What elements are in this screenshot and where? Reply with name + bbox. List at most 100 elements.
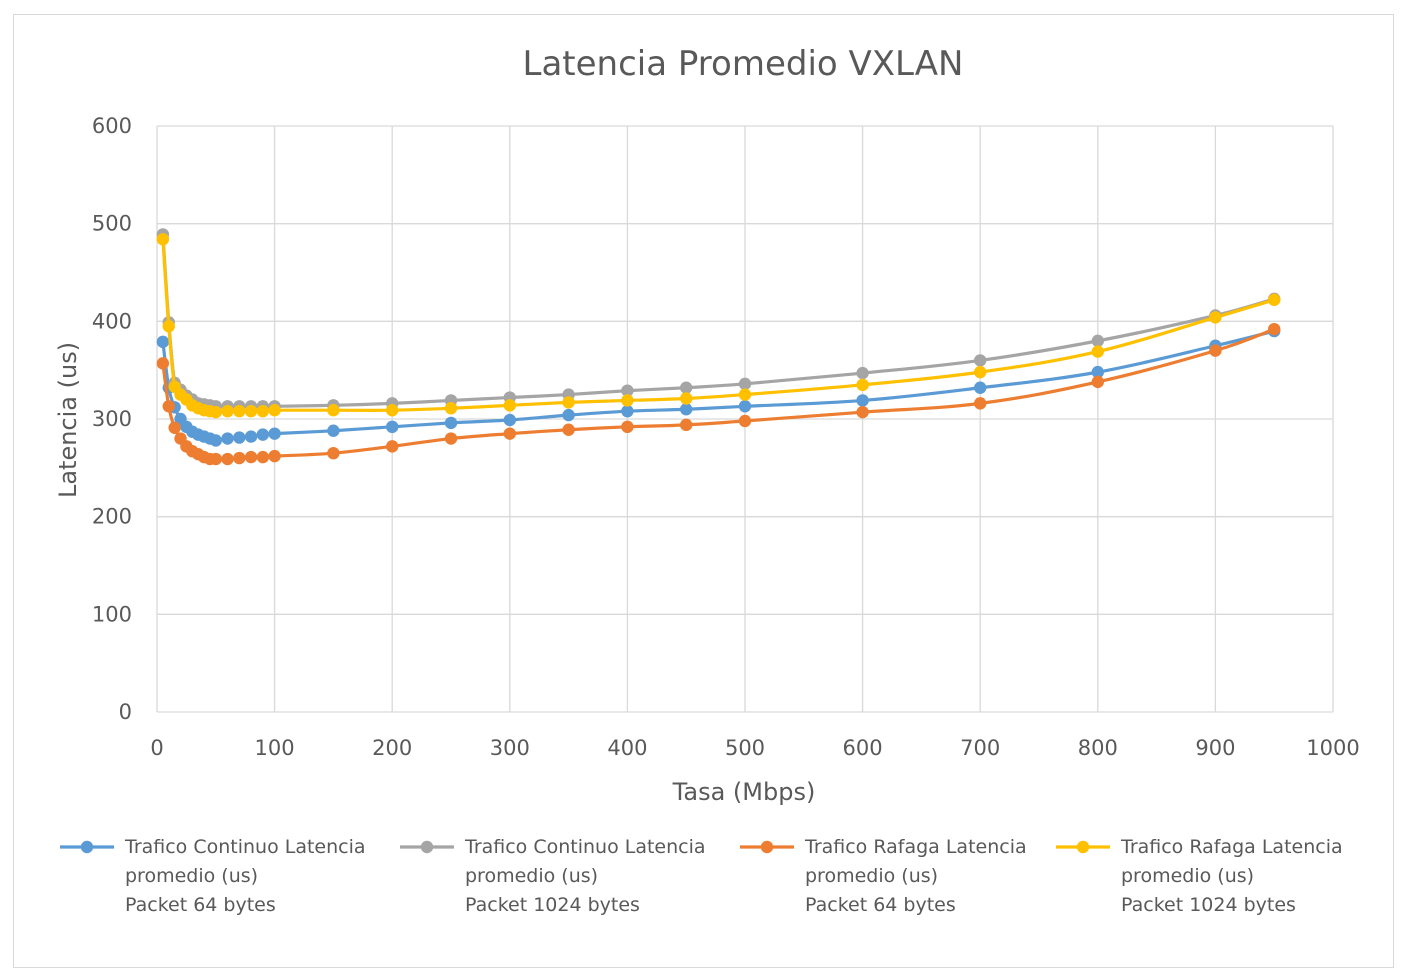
- data-point: [856, 366, 869, 380]
- y-tick-label: 100: [92, 602, 132, 626]
- legend-label: Trafico Rafaga Latencia promedio (us) Pack…: [1120, 836, 1343, 916]
- x-tick-label: 300: [490, 736, 530, 760]
- data-point: [256, 450, 270, 464]
- data-point: [221, 404, 234, 418]
- data-point: [233, 404, 246, 418]
- legend-swatch-marker: [80, 840, 94, 854]
- data-point: [680, 403, 693, 416]
- legend: Trafico Continuo Latencia promedio (us) Pa…: [60, 836, 1343, 916]
- data-point: [256, 428, 270, 441]
- data-point: [168, 421, 181, 434]
- data-point: [444, 416, 458, 430]
- series-3: [156, 322, 1281, 466]
- x-tick-label: 600: [843, 736, 883, 760]
- data-point: [738, 377, 752, 391]
- x-tick-label: 900: [1195, 736, 1235, 760]
- x-tick-label: 700: [960, 736, 1000, 760]
- data-point: [1091, 345, 1105, 358]
- data-point: [209, 434, 222, 447]
- data-point: [386, 440, 399, 453]
- legend-entry-2: Trafico Continuo Latencia promedio (us) Pa…: [400, 836, 706, 916]
- data-point: [221, 452, 234, 466]
- data-point: [621, 404, 634, 418]
- y-tick-label: 300: [92, 407, 132, 431]
- data-point: [1268, 322, 1281, 336]
- series-group: [156, 228, 1281, 466]
- series-4: [156, 233, 1281, 419]
- data-point: [444, 432, 458, 445]
- data-point: [1091, 365, 1105, 379]
- legend-swatch-marker: [1076, 840, 1090, 854]
- data-point: [974, 354, 987, 367]
- data-point: [244, 430, 258, 443]
- data-point: [1209, 344, 1222, 357]
- legend-entry-4: Trafico Rafaga Latencia promedio (us) Pack…: [1056, 836, 1343, 916]
- data-point: [156, 335, 170, 349]
- data-point: [268, 449, 281, 463]
- y-tick-label: 600: [92, 114, 132, 138]
- data-point: [856, 394, 869, 407]
- data-point: [680, 392, 693, 405]
- data-point: [503, 427, 516, 440]
- data-point: [1268, 293, 1281, 307]
- data-point: [562, 408, 575, 422]
- data-point: [156, 357, 170, 370]
- data-point: [268, 404, 281, 417]
- x-axis-label: Tasa (Mbps): [672, 778, 816, 806]
- data-point: [1209, 311, 1222, 324]
- data-point: [738, 400, 752, 413]
- data-point: [503, 413, 516, 427]
- y-tick-label: 0: [119, 700, 132, 724]
- chart-title: Latencia Promedio VXLAN: [523, 44, 964, 84]
- legend-swatch-marker: [420, 840, 434, 854]
- data-point: [680, 418, 693, 432]
- data-point: [221, 432, 234, 445]
- legend-label: Trafico Continuo Latencia promedio (us) Pa…: [124, 836, 366, 916]
- legend-entry-1: Trafico Continuo Latencia promedio (us) Pa…: [60, 836, 366, 916]
- x-tick-label: 1000: [1306, 736, 1359, 760]
- data-point: [327, 404, 340, 417]
- data-point: [856, 405, 869, 419]
- data-point: [738, 414, 752, 428]
- x-tick-label: 200: [372, 736, 412, 760]
- data-point: [256, 404, 270, 418]
- data-point: [1091, 375, 1105, 389]
- data-point: [856, 378, 869, 392]
- chart-frame: [13, 14, 1394, 968]
- legend-entry-3: Trafico Rafaga Latencia promedio (us) Pack…: [740, 836, 1027, 916]
- series-2: [156, 228, 1281, 413]
- data-point: [974, 365, 987, 379]
- y-tick-label: 500: [92, 212, 132, 236]
- data-point: [327, 446, 340, 460]
- data-point: [562, 396, 575, 409]
- series-1: [156, 324, 1281, 447]
- data-point: [680, 381, 693, 394]
- y-axis-ticks: 0 100 200 300 400 500 600: [92, 114, 132, 724]
- data-point: [562, 423, 575, 436]
- data-point: [621, 420, 634, 434]
- data-point: [974, 381, 987, 394]
- data-point: [156, 233, 170, 246]
- legend-swatch-marker: [760, 840, 774, 854]
- legend-label: Trafico Rafaga Latencia promedio (us) Pack…: [804, 836, 1027, 916]
- data-point: [162, 320, 175, 333]
- data-point: [209, 405, 222, 419]
- data-point: [233, 431, 246, 444]
- y-tick-label: 200: [92, 505, 132, 529]
- x-tick-label: 100: [255, 736, 295, 760]
- data-point: [621, 384, 634, 397]
- legend-label: Trafico Continuo Latencia promedio (us) Pa…: [464, 836, 706, 916]
- data-point: [386, 404, 399, 417]
- data-point: [621, 394, 634, 407]
- data-point: [209, 452, 222, 466]
- data-point: [233, 451, 246, 465]
- data-point: [738, 388, 752, 401]
- x-tick-label: 400: [607, 736, 647, 760]
- data-point: [244, 450, 258, 464]
- x-tick-label: 800: [1078, 736, 1118, 760]
- data-point: [503, 399, 516, 412]
- x-axis-ticks: 0 100 200 300 400 500 600 700 800 900 1000: [150, 736, 1359, 760]
- y-tick-label: 400: [92, 309, 132, 333]
- x-tick-label: 0: [150, 736, 163, 760]
